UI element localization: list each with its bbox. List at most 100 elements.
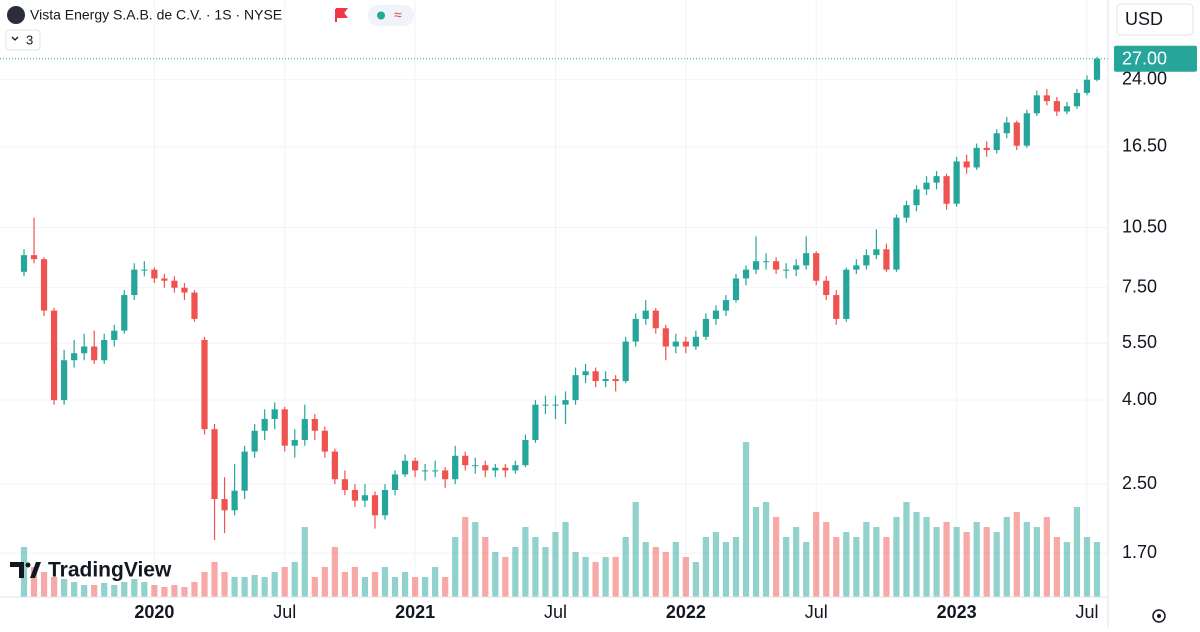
currency-button[interactable] [1116,3,1194,36]
volume-bar [1063,542,1071,597]
candle-body [562,400,569,405]
candle-body [682,341,689,347]
candle-body [632,318,639,342]
candle-body [301,418,308,441]
candle-body [983,147,990,151]
x-tick-label: 2023 [937,602,977,622]
candle-body [572,375,579,401]
candle-body [1083,79,1091,93]
candle-body [181,287,188,293]
volume-bar [762,502,770,597]
candle-body [351,489,359,501]
volume-bar [121,582,128,597]
volume-bar [622,537,629,597]
candle-body [783,269,790,271]
volume-bar [30,567,38,597]
volume-bar [682,557,689,597]
candle-body [742,269,750,279]
delay-icon: ≈ [394,7,402,23]
volume-layer [20,442,1101,597]
volume-bar [712,532,720,597]
candle-body [943,176,950,204]
volume-bar [532,537,539,597]
price-label: 27.00 [1122,48,1167,68]
volume-bar [943,522,950,597]
volume-bar [742,442,750,597]
volume-bar [602,557,609,597]
candle-body [101,339,108,361]
volume-bar [221,572,228,597]
volume-bar [662,552,669,597]
y-tick-label: 16.50 [1122,136,1167,156]
candle-body [422,470,429,472]
candle-body [231,490,238,511]
status-pill[interactable] [368,5,414,26]
candle-body [462,455,469,466]
candle-body [141,269,148,271]
volume-bar [482,537,489,597]
volume-bar [813,512,820,597]
volume-bar [181,587,188,597]
candle-body [502,467,509,471]
x-tick-label: 2022 [666,602,706,622]
volume-bar [261,577,268,597]
symbol-logo [7,6,25,24]
volume-bar [522,527,529,597]
candle-body [291,440,298,446]
volume-bar [361,577,369,597]
grid [0,0,1108,597]
volume-bar [772,517,780,597]
candle-layer [20,56,1101,540]
candle-body [873,249,880,256]
settings-icon[interactable] [1152,609,1166,623]
candle-body [793,265,800,270]
volume-bar [131,579,138,597]
volume-bar [512,547,519,597]
candle-body [1013,122,1020,146]
candle-body [1063,106,1071,112]
candle-body [251,430,258,452]
volume-bar [632,502,639,597]
volume-bar [351,567,359,597]
volume-bar [953,527,960,597]
volume-bar [432,567,439,597]
candle-body [361,495,369,501]
volume-bar [381,567,389,597]
candle-body [993,133,1000,151]
volume-bar [1093,542,1101,597]
candle-body [341,479,349,490]
candle-body [923,182,930,190]
candle-body [401,460,409,475]
candle-body [762,261,770,263]
candle-body [281,409,288,446]
candle-body [933,176,940,183]
candle-body [803,253,810,266]
y-tick-label: 5.50 [1122,332,1157,352]
candle-body [622,341,629,382]
candle-body [201,339,208,430]
candle-body [81,346,88,354]
candle-body [853,265,860,270]
candle-body [191,292,198,319]
candle-body [131,269,138,296]
candle-body [1033,95,1040,114]
volume-bar [1003,517,1010,597]
volume-bar [241,577,248,597]
volume-bar [823,522,830,597]
candle-body [271,409,278,419]
candle-body [642,310,649,319]
logo-text: TradingView [48,559,172,582]
volume-bar [151,585,158,597]
volume-bar [863,522,870,597]
candle-body [261,418,268,431]
candle-body [903,205,910,218]
flag-icon[interactable] [335,8,348,22]
study-toggle[interactable] [5,29,41,51]
volume-bar [793,527,800,597]
volume-bar [391,577,399,597]
volume-bar [281,567,288,597]
x-tick-label: Jul [544,602,567,622]
volume-bar [141,582,148,597]
candle-body [1093,58,1101,80]
candle-body [552,404,559,406]
